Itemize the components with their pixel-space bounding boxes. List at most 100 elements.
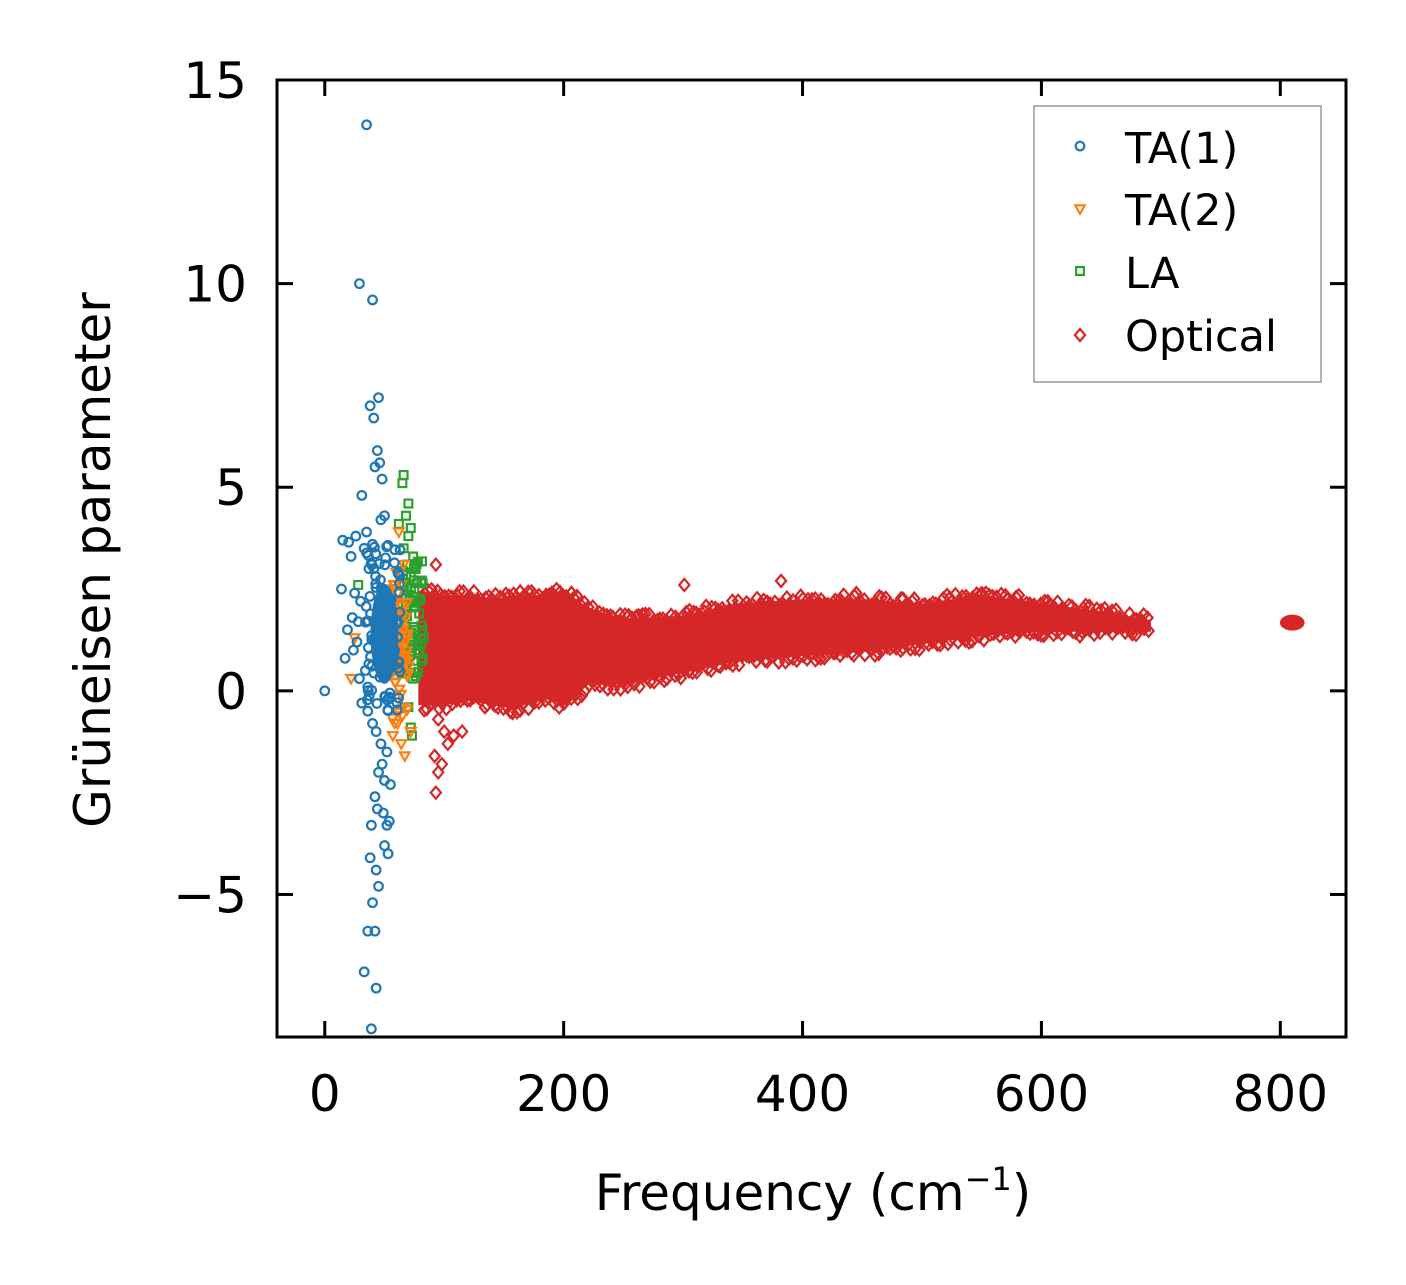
optical-point bbox=[961, 590, 975, 607]
la-point bbox=[403, 498, 414, 509]
ta1-point bbox=[359, 665, 371, 676]
optical-point bbox=[692, 658, 706, 674]
optical-point bbox=[1075, 624, 1089, 640]
ta1-point bbox=[361, 119, 373, 131]
ta2-point bbox=[396, 559, 411, 572]
optical-point bbox=[429, 556, 443, 573]
ta1-point bbox=[371, 698, 383, 709]
ta2-point bbox=[396, 624, 411, 637]
legend-label-la: LA bbox=[1125, 249, 1180, 299]
optical-point bbox=[849, 585, 863, 601]
optical-point bbox=[1005, 595, 1019, 611]
optical-point bbox=[686, 665, 700, 681]
optical-point bbox=[1105, 603, 1119, 619]
optical-point bbox=[982, 587, 997, 604]
optical-point bbox=[767, 645, 781, 662]
optical-point bbox=[757, 592, 771, 608]
optical-point bbox=[613, 606, 627, 623]
ta1-point bbox=[370, 726, 382, 737]
optical-point bbox=[912, 642, 926, 658]
ta2-point bbox=[395, 601, 409, 614]
optical-point bbox=[907, 590, 921, 607]
y-tick-label: 15 bbox=[183, 52, 247, 110]
ta1-point bbox=[353, 673, 365, 685]
ta1-point bbox=[356, 489, 368, 501]
optical-point bbox=[998, 587, 1012, 604]
optical-point bbox=[991, 622, 1005, 639]
ta1-point bbox=[355, 595, 367, 607]
ta1-point bbox=[393, 692, 404, 704]
ta1-point bbox=[394, 606, 406, 618]
optical-point bbox=[912, 600, 926, 616]
ta1-point bbox=[375, 574, 386, 586]
optical-point bbox=[521, 584, 535, 600]
optical-point bbox=[943, 590, 957, 606]
ta1-point bbox=[371, 445, 383, 457]
optical-point bbox=[421, 582, 435, 599]
optical-point bbox=[542, 587, 556, 603]
ta1-point bbox=[361, 526, 373, 538]
optical-point bbox=[840, 595, 854, 612]
optical-point bbox=[559, 691, 573, 707]
ta1-point bbox=[366, 634, 378, 646]
ta2-point bbox=[400, 704, 414, 717]
y-tick-label: 5 bbox=[215, 459, 247, 517]
optical-point bbox=[780, 589, 794, 606]
optical-point bbox=[441, 736, 455, 752]
optical-point bbox=[676, 608, 690, 625]
optical-point bbox=[653, 611, 667, 627]
ta1-point bbox=[378, 664, 390, 676]
optical-point bbox=[805, 591, 819, 608]
optical-point bbox=[742, 648, 756, 665]
ta2-point bbox=[400, 629, 415, 642]
ta1-point bbox=[373, 392, 384, 404]
optical-point bbox=[574, 597, 588, 613]
optical-point bbox=[926, 595, 940, 611]
ta1-point bbox=[367, 538, 378, 550]
ta1-point bbox=[391, 704, 403, 716]
ta2-point bbox=[386, 730, 400, 743]
ta2-point bbox=[400, 671, 414, 684]
ta1-point bbox=[389, 644, 401, 656]
optical-point bbox=[488, 698, 502, 714]
optical-point bbox=[828, 592, 842, 608]
ta1-point bbox=[362, 925, 374, 937]
ta2-point bbox=[388, 677, 402, 690]
optical-point bbox=[1079, 621, 1093, 638]
ta1-point bbox=[343, 536, 355, 548]
ta1-point bbox=[356, 697, 368, 709]
ta1-point bbox=[379, 559, 391, 571]
optical-point bbox=[1098, 600, 1112, 617]
optical-point bbox=[682, 663, 696, 679]
optical-point bbox=[826, 645, 841, 661]
optical-point bbox=[455, 723, 469, 740]
ta1-point bbox=[365, 1023, 377, 1035]
ta1-point bbox=[385, 593, 397, 605]
optical-point bbox=[1079, 597, 1093, 613]
optical-point bbox=[875, 589, 889, 606]
optical-point bbox=[1111, 620, 1125, 636]
optical-point bbox=[435, 756, 449, 772]
ta1-point bbox=[364, 852, 376, 864]
x-tick-label: 0 bbox=[309, 1065, 341, 1123]
ta1-point bbox=[336, 583, 347, 595]
optical-point bbox=[1020, 595, 1034, 611]
ta2-point bbox=[344, 673, 358, 686]
ta1-point bbox=[365, 819, 377, 831]
la-point bbox=[406, 730, 417, 741]
ta1-point bbox=[362, 685, 374, 696]
ta1-point bbox=[375, 738, 387, 750]
optical-point bbox=[880, 639, 894, 655]
optical-point bbox=[671, 612, 685, 628]
optical-point bbox=[1082, 598, 1096, 614]
optical-point bbox=[774, 573, 788, 589]
optical-point bbox=[705, 599, 719, 615]
ta1-point bbox=[367, 897, 378, 909]
optical-point bbox=[527, 691, 541, 707]
ta1-point bbox=[319, 685, 331, 697]
optical-point bbox=[447, 727, 461, 744]
ta2-point bbox=[404, 726, 418, 739]
optical-point bbox=[571, 691, 585, 707]
optical-point bbox=[952, 594, 966, 611]
optical-point bbox=[547, 695, 561, 711]
